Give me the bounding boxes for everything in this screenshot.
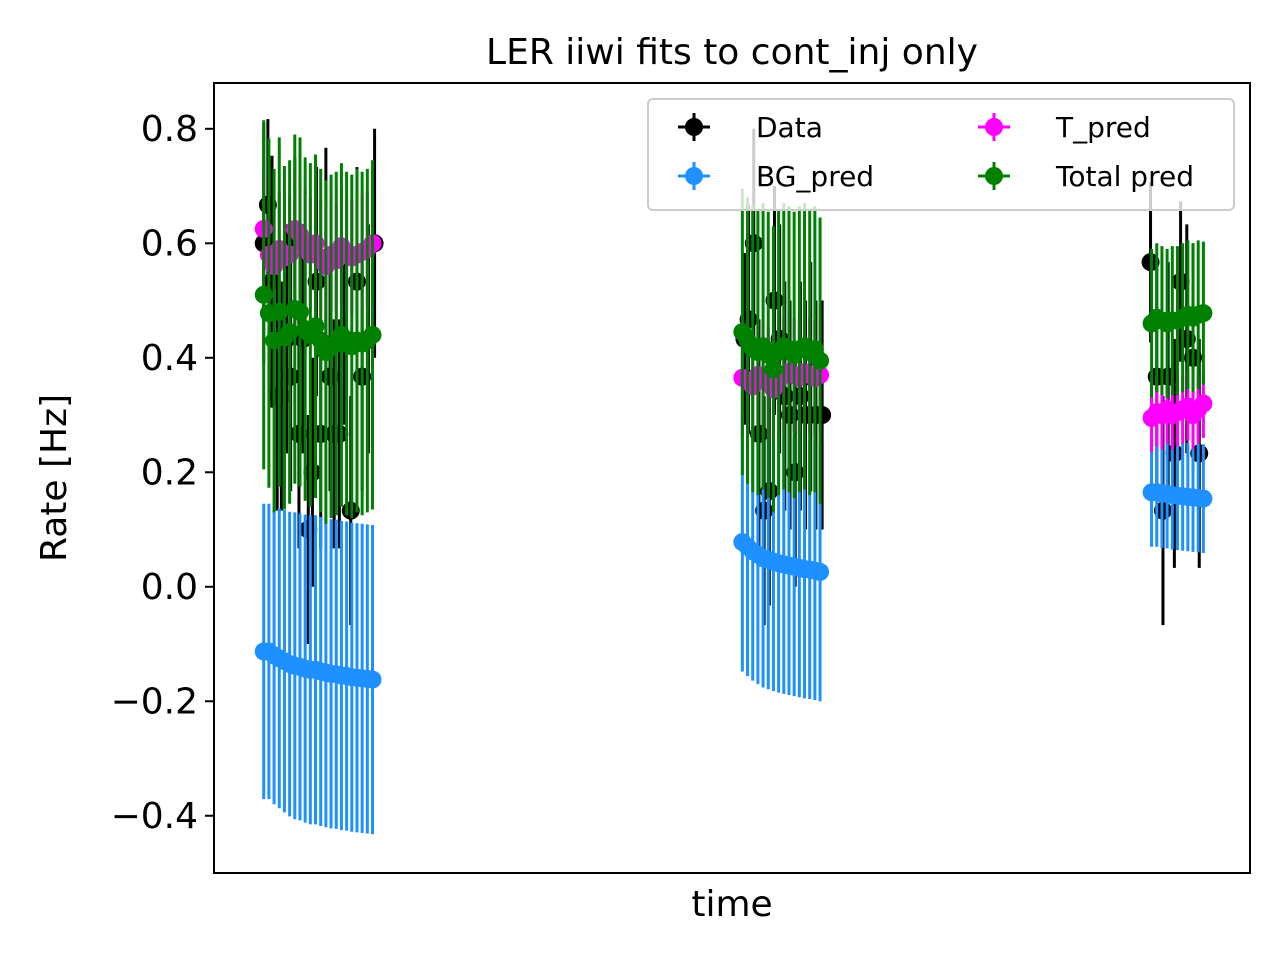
data-point <box>1194 304 1213 323</box>
legend-marker <box>685 167 703 185</box>
legend-marker <box>685 118 703 136</box>
plot-frame <box>213 82 1251 874</box>
chart-title: LER iiwi fits to cont_inj only <box>486 32 978 73</box>
y-axis-label: Rate [Hz] <box>34 394 75 562</box>
data-point <box>813 406 832 425</box>
legend-label: T_pred <box>1055 111 1151 144</box>
series-total-pred <box>254 120 1213 524</box>
data-point <box>1194 394 1213 413</box>
data-point <box>280 323 299 342</box>
legend-frame <box>647 98 1235 211</box>
y-tick-label: 0.2 <box>141 452 198 493</box>
y-tick-label: 0.0 <box>141 567 198 608</box>
y-axis: 0.8 0.6 0.4 0.2 0.0 −0.2 −0.4 <box>111 109 214 837</box>
data-point <box>363 325 382 344</box>
data-layer <box>254 119 1213 835</box>
data-point <box>764 360 783 379</box>
legend-marker <box>985 167 1003 185</box>
y-tick-label: 0.6 <box>141 223 198 264</box>
y-tick-label: 0.4 <box>141 338 198 379</box>
y-tick-label: 0.8 <box>141 109 198 150</box>
data-point <box>254 285 273 304</box>
legend-item: Total pred <box>978 160 1194 193</box>
legend-marker <box>985 118 1003 136</box>
data-point <box>811 562 830 581</box>
data-point <box>363 670 382 689</box>
legend: Data BG_pred T_pred Total pred <box>647 98 1235 211</box>
legend-label: Total pred <box>1055 160 1194 193</box>
legend-item: BG_pred <box>678 160 874 193</box>
y-tick-label: −0.2 <box>111 681 198 722</box>
legend-item: T_pred <box>978 111 1151 144</box>
x-axis-label: time <box>691 884 772 925</box>
legend-item: Data <box>678 111 823 144</box>
data-point <box>1194 489 1213 508</box>
data-point <box>306 317 325 336</box>
legend-label: BG_pred <box>756 160 874 193</box>
data-point <box>270 302 289 321</box>
data-point <box>290 302 309 321</box>
plot-area <box>214 83 1250 873</box>
y-tick-label: −0.4 <box>111 796 198 837</box>
data-point <box>811 351 830 370</box>
legend-label: Data <box>756 111 823 144</box>
